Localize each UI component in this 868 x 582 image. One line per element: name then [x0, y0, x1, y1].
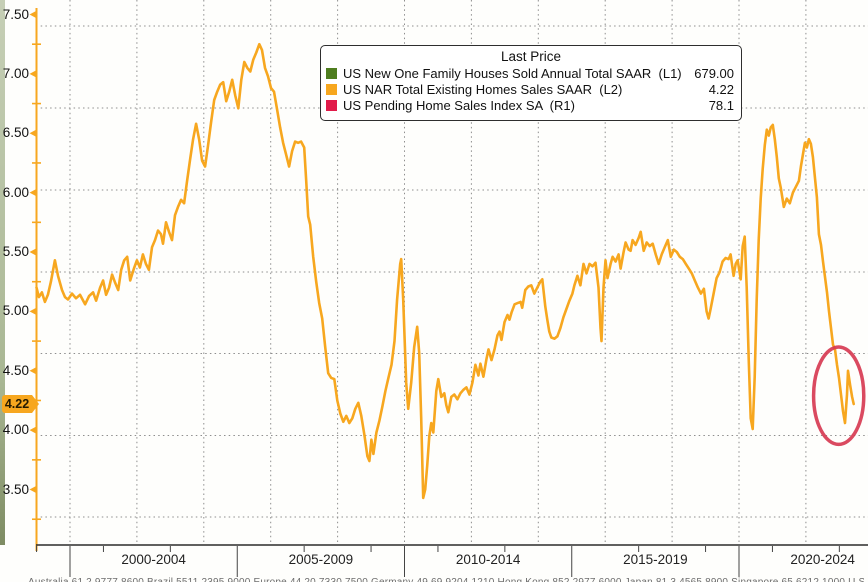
y-axis-label: 6.00 [2, 184, 29, 200]
bloomberg-footer-text: Australia 61 2 9777 8600 Brazil 5511 239… [28, 577, 864, 582]
y-axis-label: 5.00 [2, 303, 29, 319]
legend-label: US New One Family Houses Sold Annual Tot… [343, 65, 682, 81]
y-axis-major-tick [29, 10, 37, 19]
legend-row[interactable]: US Pending Home Sales Index SA (R1) 78.1 [321, 98, 741, 114]
y-axis-major-tick [29, 485, 37, 494]
y-axis-label: 7.00 [2, 65, 29, 81]
y-axis-major-tick [29, 188, 37, 197]
legend-value: 4.22 [708, 82, 734, 98]
x-axis-period-label: 2010-2014 [455, 552, 521, 567]
legend-row[interactable]: US New One Family Houses Sold Annual Tot… [321, 65, 741, 81]
x-axis-period-label: 2005-2009 [288, 552, 354, 567]
legend-label: US Pending Home Sales Index SA (R1) [343, 98, 575, 114]
y-axis-label: 6.50 [2, 125, 29, 141]
terminal-left-edge-strip [0, 0, 5, 545]
legend-value: 679.00 [694, 65, 734, 81]
legend-row[interactable]: US NAR Total Existing Homes Sales SAAR (… [321, 81, 741, 97]
y-axis-major-tick [29, 366, 37, 375]
y-axis-major-tick [29, 426, 37, 435]
y-axis-label: 7.50 [2, 6, 29, 22]
y-axis-label: 4.00 [2, 422, 29, 438]
x-axis-period-label: 2000-2004 [121, 552, 186, 567]
red-square-icon [326, 100, 337, 112]
existing-home-sales-line [35, 42, 855, 500]
last-price-badge-text: 4.22 [4, 397, 30, 412]
x-axis-period-label: 2015-2019 [623, 552, 688, 567]
legend-rows: US New One Family Houses Sold Annual Tot… [321, 65, 741, 114]
x-axis-period-label: 2020-2024 [790, 552, 855, 567]
y-axis-label: 4.50 [2, 362, 29, 378]
highlight-ellipse [811, 345, 866, 447]
green-square-icon [326, 67, 337, 79]
y-axis-major-tick [29, 307, 37, 316]
legend-title: Last Price [500, 49, 562, 64]
y-axis-label: 5.50 [2, 244, 29, 260]
y-axis-major-tick [29, 248, 37, 257]
y-axis-label: 3.50 [2, 481, 29, 497]
last-price-badge: 4.22 [2, 395, 39, 414]
y-axis-major-tick [29, 69, 37, 78]
amber-square-icon [326, 84, 337, 96]
legend-box[interactable]: Last Price US New One Family Houses Sold… [320, 45, 742, 121]
legend-value: 78.1 [708, 98, 734, 114]
legend-label: US NAR Total Existing Homes Sales SAAR (… [343, 82, 623, 98]
y-axis-major-tick [29, 129, 37, 138]
